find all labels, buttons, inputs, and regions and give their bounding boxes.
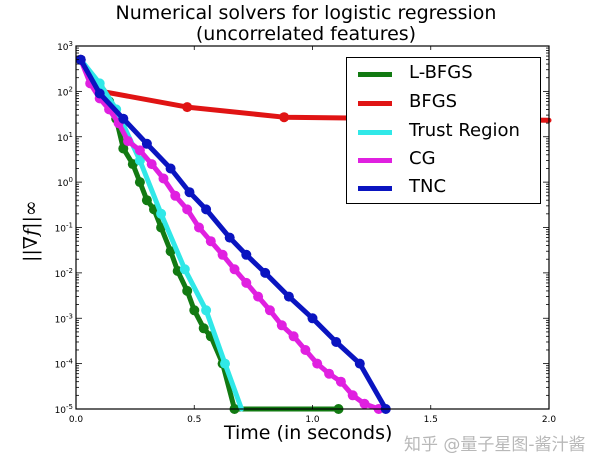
chart-title-line1: Numerical solvers for logistic regressio…: [115, 2, 497, 24]
data-point-marker: [354, 358, 365, 369]
legend-swatch: [358, 101, 392, 106]
series-layer: [75, 54, 552, 414]
data-point-marker: [170, 190, 181, 201]
legend-item-trust-region: Trust Region: [347, 118, 540, 147]
data-point-marker: [118, 143, 129, 154]
data-point-marker: [241, 277, 252, 288]
data-point-marker: [165, 246, 176, 257]
data-point-marker: [94, 88, 105, 99]
data-point-marker: [331, 337, 342, 347]
series-tnc: [75, 54, 391, 414]
tick-label: 103: [57, 40, 73, 53]
data-point-marker: [300, 345, 311, 355]
tick-label: 1.5: [424, 415, 438, 425]
data-point-marker: [75, 54, 86, 65]
data-point-marker: [182, 102, 193, 113]
tick-label: 2.0: [542, 415, 557, 425]
y-axis-label: ||∇f||∞: [20, 200, 42, 262]
data-point-marker: [198, 323, 209, 334]
tick-label: 10-3: [55, 312, 73, 325]
tick-label: 101: [57, 131, 73, 144]
watermark: 知乎 @量子星图-酱汁酱: [404, 435, 586, 455]
tick-label: 10-2: [55, 267, 73, 280]
data-point-marker: [165, 163, 176, 174]
data-point-marker: [118, 113, 129, 124]
data-point-marker: [264, 305, 275, 316]
legend-item-lbfgs: L-BFGS: [347, 60, 540, 89]
legend: L-BFGS BFGS Trust Region CG TNC: [346, 57, 541, 204]
tick-label: 1.0: [305, 415, 320, 425]
data-point-marker: [134, 155, 145, 166]
data-point-marker: [194, 222, 204, 233]
data-point-marker: [229, 264, 240, 275]
data-point-marker: [279, 112, 290, 123]
data-point-marker: [182, 204, 193, 215]
legend-label: Trust Region: [409, 120, 520, 141]
tick-label: 10-1: [55, 222, 73, 235]
data-point-marker: [359, 398, 370, 409]
data-point-marker: [146, 159, 157, 170]
legend-item-cg: CG: [347, 146, 540, 175]
tick-label: 102: [57, 85, 73, 98]
legend-label: L-BFGS: [409, 62, 473, 83]
data-point-marker: [141, 138, 152, 149]
data-point-marker: [182, 285, 193, 296]
data-point-marker: [335, 376, 346, 387]
data-point-marker: [283, 291, 294, 302]
legend-swatch: [358, 130, 392, 135]
data-point-marker: [158, 173, 169, 184]
tick-label: 0.0: [69, 415, 84, 425]
tick-label: 10-4: [55, 358, 74, 371]
data-point-marker: [217, 249, 228, 260]
legend-swatch: [358, 72, 392, 77]
x-axis-label: Time (in seconds): [224, 422, 393, 444]
data-point-marker: [201, 204, 212, 215]
data-point-marker: [201, 305, 212, 316]
data-point-marker: [134, 177, 145, 188]
legend-label: CG: [409, 148, 436, 169]
data-point-marker: [324, 368, 335, 379]
data-point-marker: [141, 195, 152, 206]
data-point-marker: [156, 208, 167, 219]
data-point-marker: [224, 232, 235, 243]
legend-swatch: [358, 186, 392, 191]
data-point-marker: [134, 145, 145, 156]
legend-label: TNC: [409, 176, 447, 197]
data-point-marker: [205, 236, 216, 247]
data-point-marker: [312, 358, 323, 369]
chart-title-line2: (uncorrelated features): [195, 23, 417, 45]
data-point-marker: [123, 136, 133, 147]
legend-swatch: [358, 158, 392, 163]
data-point-marker: [307, 313, 318, 324]
data-point-marker: [220, 358, 230, 369]
data-point-marker: [260, 267, 271, 278]
data-point-marker: [241, 249, 252, 260]
legend-label: BFGS: [409, 91, 458, 112]
legend-item-bfgs: BFGS: [347, 89, 540, 118]
data-point-marker: [253, 291, 264, 302]
data-point-marker: [347, 390, 358, 401]
data-point-marker: [288, 331, 299, 342]
legend-item-tnc: TNC: [347, 174, 540, 203]
data-point-marker: [189, 305, 200, 316]
tick-label: 100: [57, 176, 73, 189]
series-cg: [75, 54, 384, 414]
tick-label: 0.5: [187, 415, 201, 425]
data-point-marker: [184, 187, 195, 198]
data-point-marker: [179, 264, 190, 275]
data-point-marker: [276, 320, 287, 331]
